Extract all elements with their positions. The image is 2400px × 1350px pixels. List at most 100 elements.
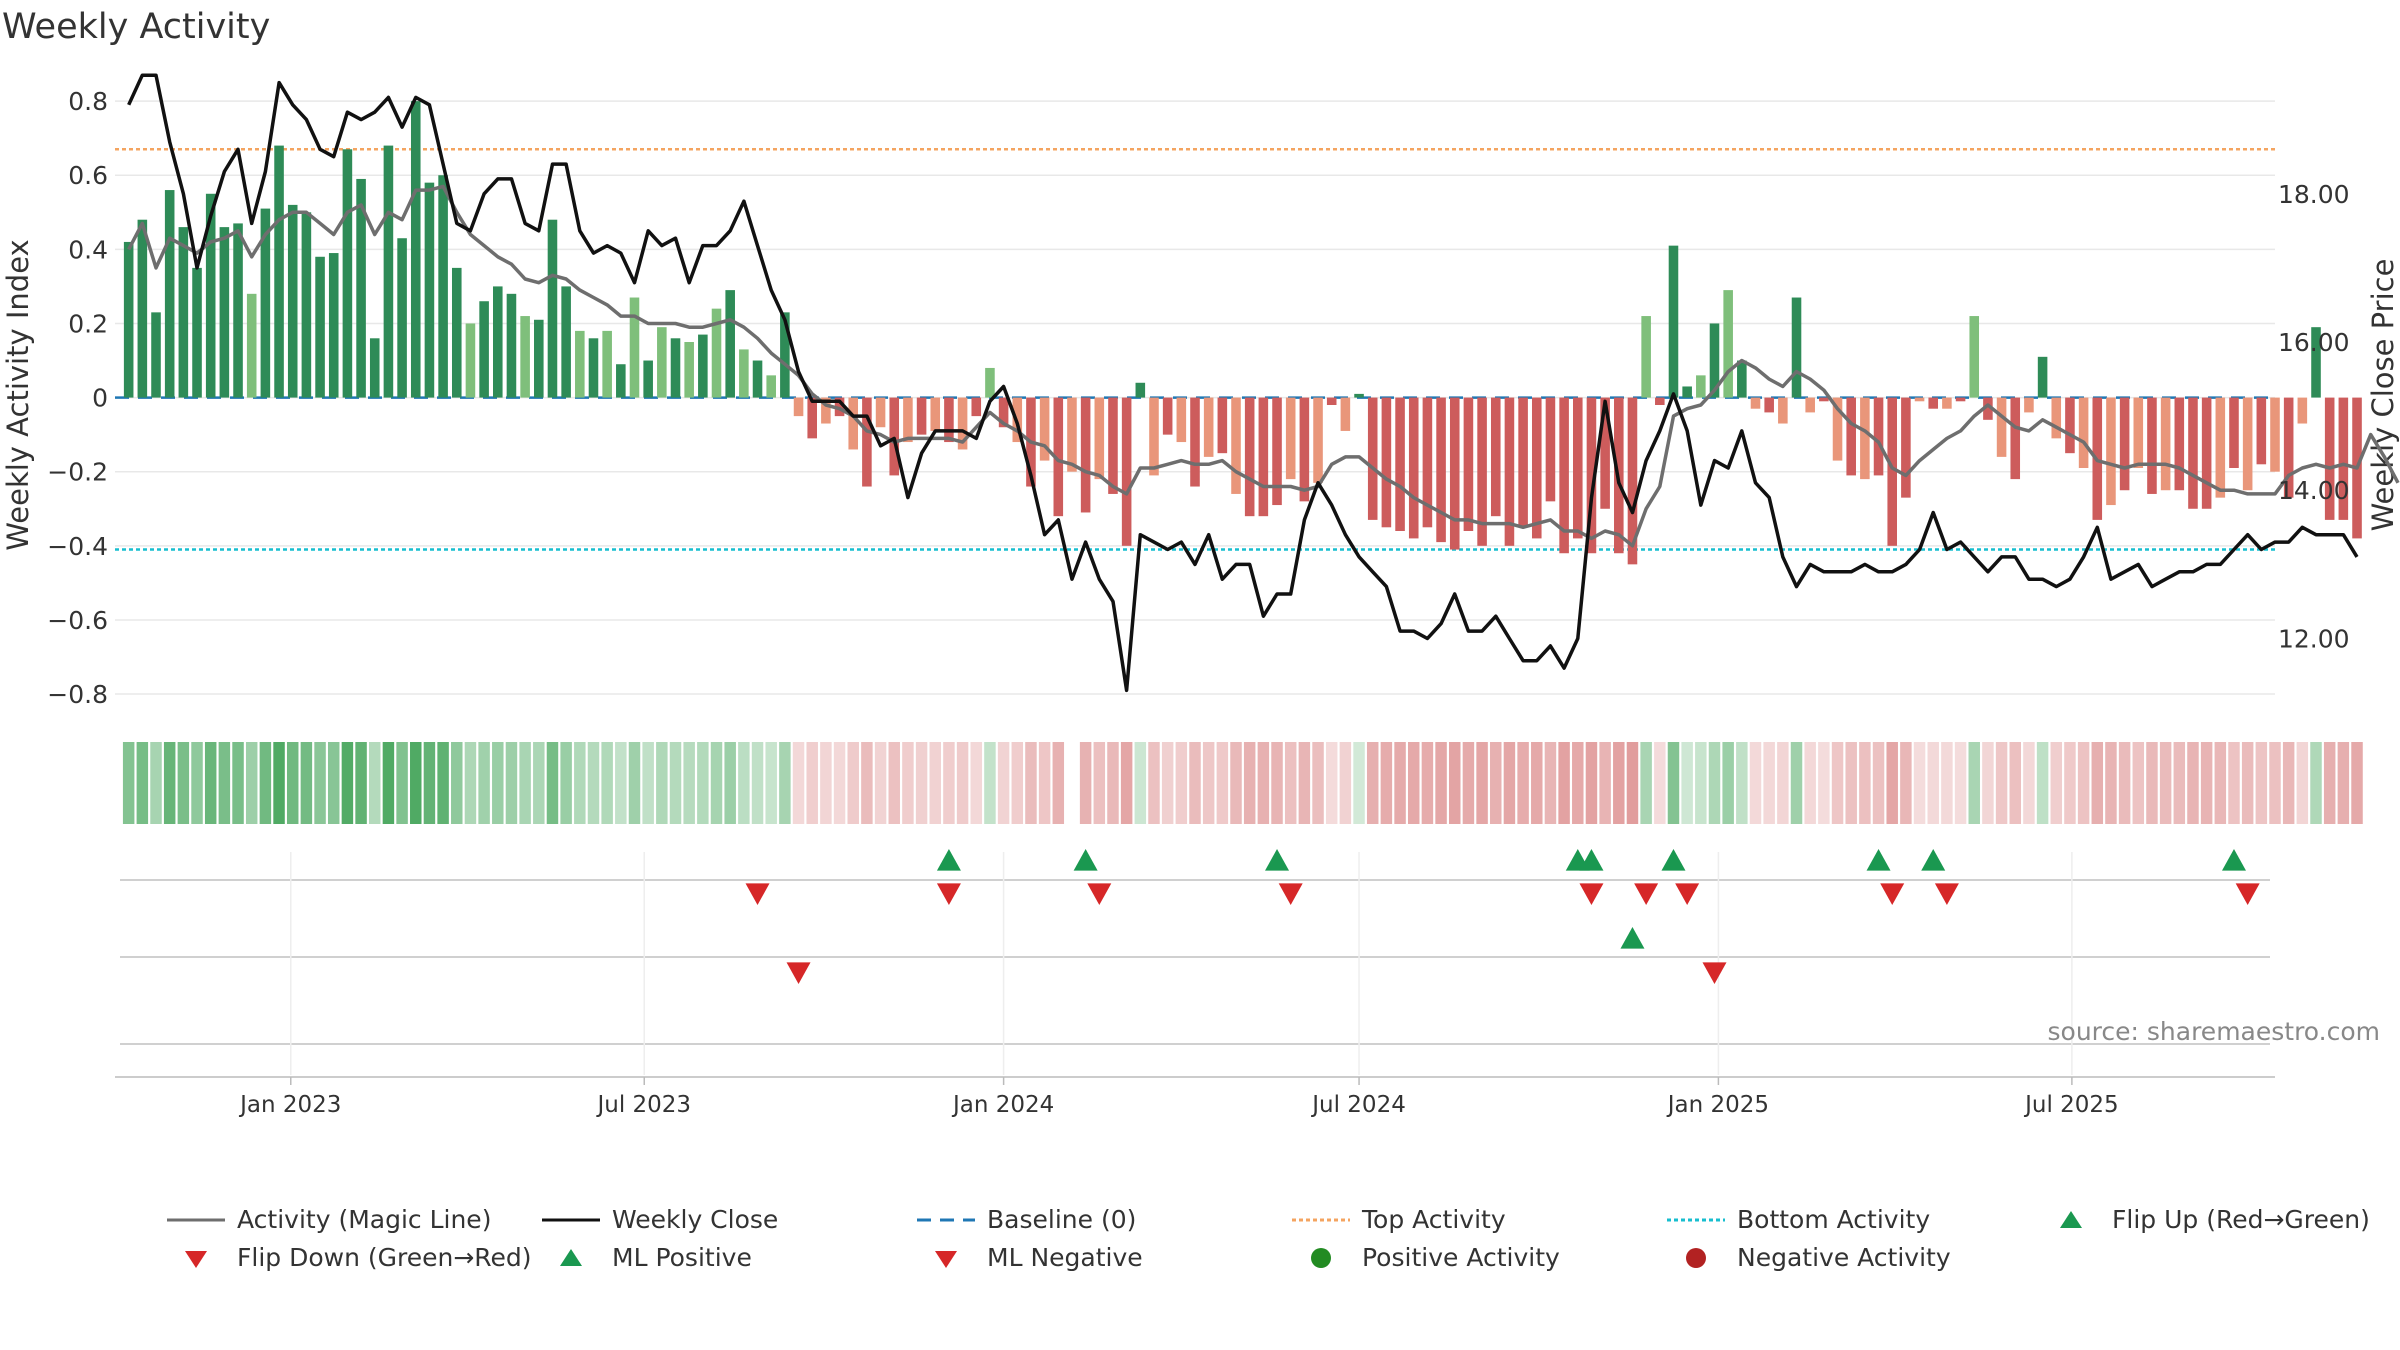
heat-strip-cell — [1667, 742, 1680, 824]
heat-strip-cell — [1517, 742, 1529, 824]
activity-bar — [260, 208, 271, 398]
ml-positive-marker — [1620, 927, 1645, 949]
activity-bar — [1108, 397, 1118, 494]
activity-bar — [1873, 397, 1884, 476]
activity-bar — [588, 338, 599, 398]
activity-bar — [1709, 323, 1720, 398]
activity-bar — [2256, 397, 2267, 465]
heat-strip-cell — [779, 742, 791, 824]
activity-bar — [356, 178, 366, 398]
series-lines — [127, 73, 2400, 693]
activity-bar — [1737, 360, 1747, 398]
activity-bar — [1408, 397, 1419, 539]
heat-strip-cell — [587, 742, 600, 824]
heat-strip-cell — [1654, 742, 1666, 824]
activity-bar — [1490, 397, 1501, 517]
activity-bar — [1996, 397, 2007, 457]
activity-bar — [2283, 397, 2294, 498]
heat-strip-cell — [286, 742, 299, 824]
heat-strip-cell — [1407, 742, 1420, 824]
legend-label: Activity (Magic Line) — [237, 1205, 492, 1234]
heat-strip-cell — [2296, 742, 2309, 824]
activity-bar — [479, 301, 489, 398]
legend-label: Flip Up (Red→Green) — [2112, 1205, 2370, 1234]
activity-bar — [151, 312, 161, 398]
activity-bar — [1340, 397, 1351, 431]
activity-bar — [547, 219, 558, 398]
activity-bar — [1272, 397, 1282, 506]
activity-bar — [2215, 397, 2226, 498]
x-tick-label: Jan 2024 — [951, 1092, 1054, 1118]
heat-strip-cell — [2228, 742, 2240, 824]
activity-bar — [1354, 393, 1364, 398]
heat-strip-cell — [710, 742, 723, 824]
heat-strip-cell — [1134, 742, 1147, 824]
heat-strip-cell — [833, 742, 846, 824]
flip-up-marker — [1866, 849, 1891, 871]
y-tick-label: −0.6 — [47, 606, 108, 635]
activity-bar — [1887, 397, 1897, 546]
activity-bar — [315, 256, 325, 398]
legend-item-magic-line: Activity (Magic Line) — [165, 1205, 491, 1234]
flip-down-marker — [1934, 883, 1959, 905]
signal-markers — [120, 849, 2270, 1075]
activity-bar — [1067, 397, 1077, 472]
flip-up-marker — [1661, 849, 1686, 871]
flip-down-marker — [936, 883, 961, 905]
heat-strip-cell — [1449, 742, 1461, 824]
legend-swatch-close — [540, 1208, 602, 1232]
heat-strip-cell — [327, 742, 340, 824]
activity-bar — [1832, 397, 1843, 461]
heat-strip-cell — [697, 742, 709, 824]
activity-bar — [1696, 375, 1706, 398]
activity-bar — [1723, 290, 1733, 398]
heat-strip-cell — [437, 742, 449, 824]
activity-bar — [752, 360, 763, 398]
activity-bar — [2229, 397, 2239, 468]
y-tick-label: −0.2 — [47, 458, 108, 487]
activity-bar — [944, 397, 954, 443]
heat-strip-cell — [642, 742, 654, 824]
heat-strip-cell — [1230, 742, 1242, 824]
activity-bar — [246, 293, 257, 398]
heat-strip-cell — [2036, 742, 2049, 824]
activity-bar — [2106, 397, 2116, 506]
activity-bar — [1545, 397, 1556, 502]
heat-strip-cell — [888, 742, 900, 824]
activity-bar — [889, 397, 900, 476]
x-tick-label: Jan 2023 — [238, 1092, 341, 1118]
x-tick-label: Jul 2025 — [2023, 1092, 2119, 1118]
activity-bar — [780, 312, 790, 398]
legend-label: Weekly Close — [612, 1205, 779, 1234]
legend-swatch-top — [1290, 1208, 1352, 1232]
x-tick-label: Jul 2023 — [595, 1092, 691, 1118]
legend-label: Baseline (0) — [987, 1205, 1137, 1234]
activity-bar — [369, 338, 380, 398]
activity-bar — [629, 297, 640, 398]
activity-bar — [821, 397, 831, 424]
activity-bar — [397, 238, 407, 398]
heat-strip-cell — [314, 742, 326, 824]
activity-bar — [233, 223, 243, 398]
activity-bar — [2051, 397, 2062, 439]
activity-bar — [1203, 397, 1214, 457]
heat-strip-cell — [2351, 742, 2363, 824]
heat-strip-cell — [1435, 742, 1447, 824]
activity-bar — [739, 349, 749, 398]
y-tick-label: 0 — [92, 384, 108, 413]
heat-strip-cell — [2187, 742, 2199, 824]
legend: Activity (Magic Line) Weekly Close Basel… — [160, 1205, 2380, 1285]
heat-strip-cell — [1954, 742, 1967, 824]
activity-bar — [875, 397, 886, 428]
heat-strip-cell — [519, 742, 531, 824]
heat-strip-cell — [1243, 742, 1256, 824]
activity-bar — [2078, 397, 2089, 468]
legend-item-flip-up: Flip Up (Red→Green) — [2040, 1205, 2370, 1234]
heat-strip-cell — [1189, 742, 1201, 824]
heat-strip-cell — [1462, 742, 1475, 824]
heat-strip-cell — [1626, 742, 1639, 824]
activity-bar — [985, 367, 995, 398]
activity-bar — [1791, 297, 1802, 398]
heat-strip-cell — [1421, 742, 1434, 824]
heat-strip-cell — [218, 742, 231, 824]
